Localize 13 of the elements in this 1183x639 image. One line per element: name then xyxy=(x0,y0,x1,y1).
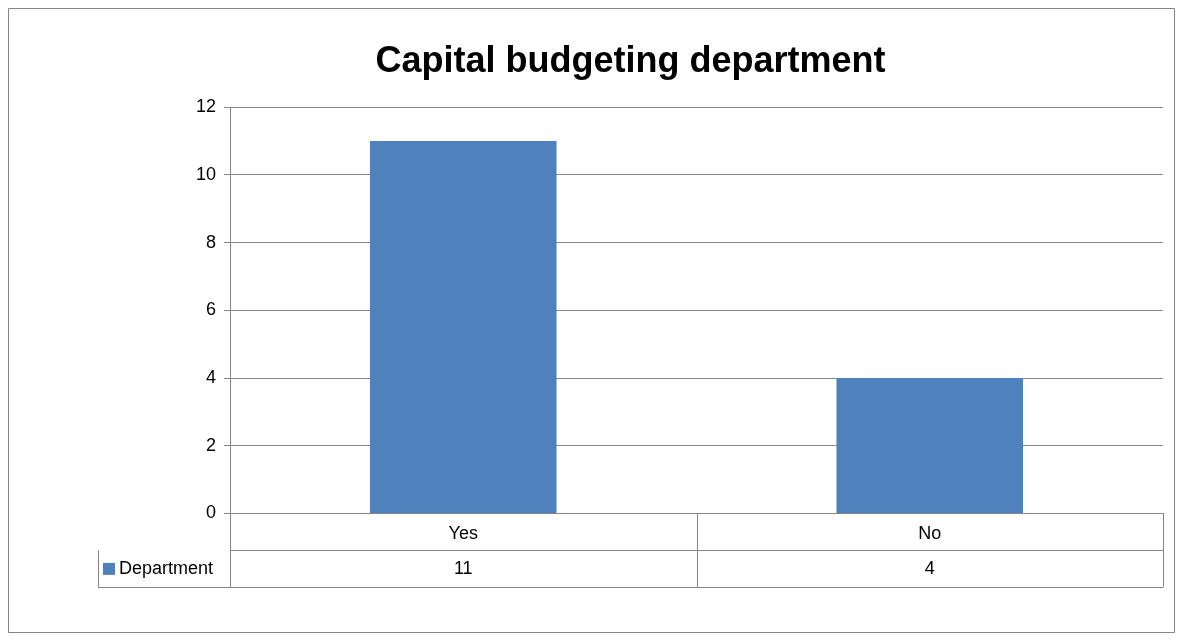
y-tick-label: 2 xyxy=(205,434,216,455)
y-tick-label: 10 xyxy=(195,163,216,184)
data-label: 4 xyxy=(924,557,935,578)
x-tick-label: Yes xyxy=(448,523,478,544)
legend-label: Department xyxy=(119,557,214,578)
y-tick-label: 8 xyxy=(205,231,216,252)
chart-title: Capital budgeting department xyxy=(375,38,886,80)
y-tick-label: 12 xyxy=(195,96,216,117)
x-tick-label: No xyxy=(918,523,942,544)
y-tick-label: 6 xyxy=(205,299,216,320)
data-label: 11 xyxy=(453,557,473,578)
y-tick-label: 0 xyxy=(205,502,216,523)
y-tick-label: 4 xyxy=(205,366,216,387)
